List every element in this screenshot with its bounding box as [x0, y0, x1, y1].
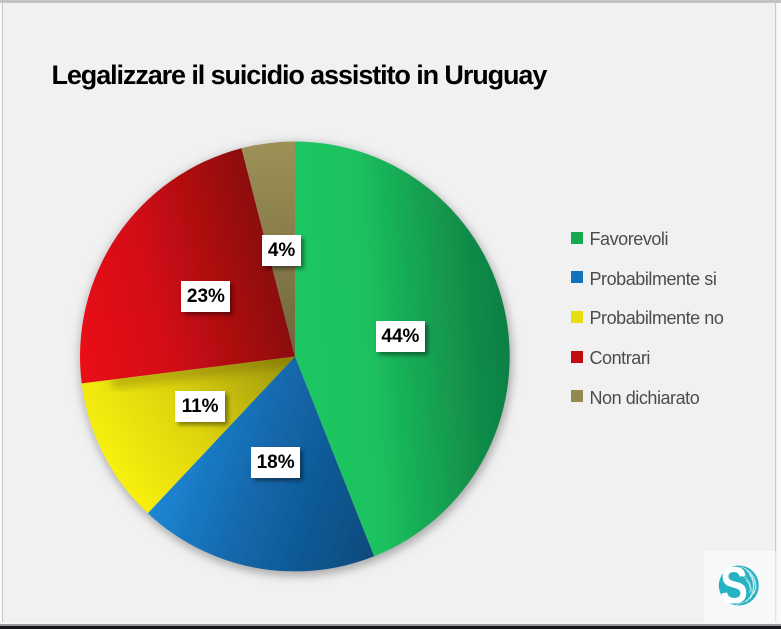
svg-text:S: S — [720, 556, 748, 615]
